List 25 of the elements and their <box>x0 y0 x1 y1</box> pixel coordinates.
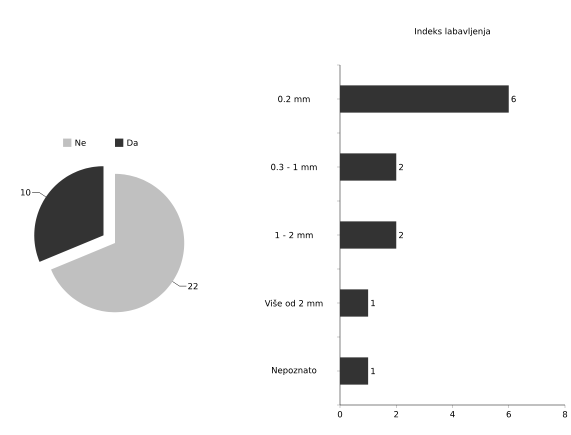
chart-title: Indeks labavljenja <box>415 28 490 36</box>
legend-label: Da <box>127 140 138 146</box>
bar <box>340 221 396 249</box>
x-tick-label: 0 <box>338 411 342 418</box>
x-tick-label: 6 <box>506 411 511 418</box>
x-tick-label: 4 <box>450 411 455 418</box>
data-label: 1 <box>371 300 375 306</box>
y-tick-label: Nepoznato <box>272 367 316 375</box>
data-label: 10 <box>21 189 30 196</box>
y-tick-label: Više od 2 mm <box>264 300 322 306</box>
legend-label: Ne <box>75 140 86 146</box>
bar <box>340 357 368 385</box>
bar <box>340 289 368 317</box>
y-tick-label: 0.3 - 1 mm <box>271 164 317 170</box>
data-label: 22 <box>188 282 198 290</box>
bar <box>340 153 396 181</box>
data-label: 2 <box>399 232 403 238</box>
data-label: 6 <box>512 96 516 102</box>
x-tick-label: 8 <box>562 411 568 418</box>
y-tick-label: 0.2 mm <box>278 96 310 102</box>
x-tick-label: 2 <box>394 411 398 418</box>
y-tick-label: 1 - 2 mm <box>276 232 313 238</box>
bar <box>340 85 509 113</box>
data-label: 2 <box>399 164 403 170</box>
data-label: 1 <box>371 368 375 374</box>
